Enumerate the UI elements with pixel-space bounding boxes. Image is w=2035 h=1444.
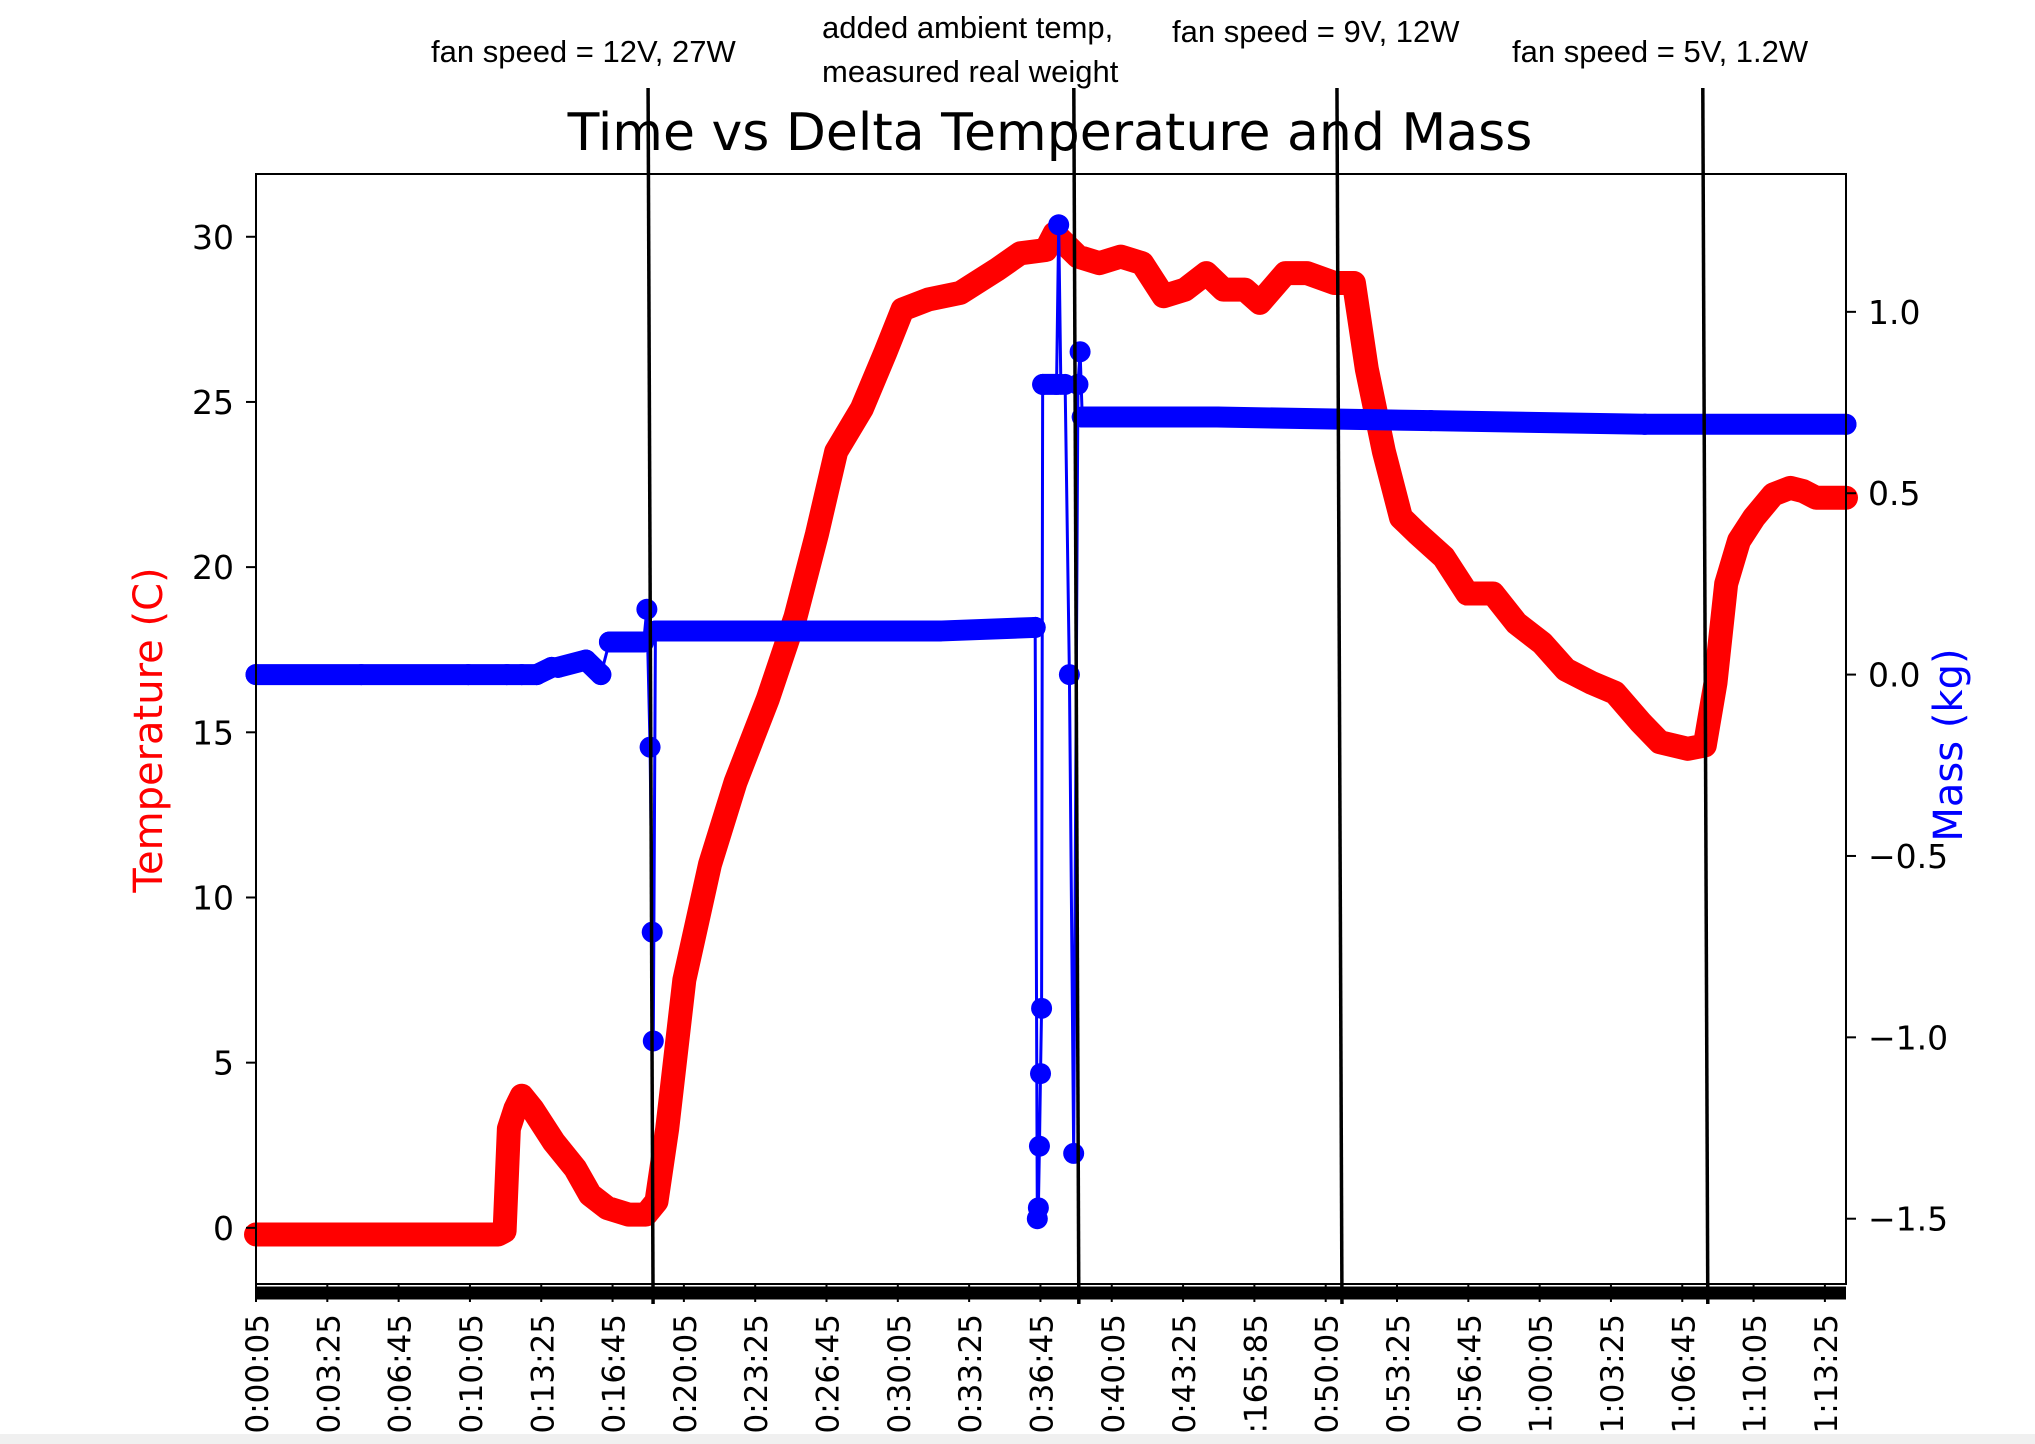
x-tick-label: 0:43:25 bbox=[1167, 1314, 1203, 1434]
x-tick-label: 0:23:25 bbox=[739, 1314, 775, 1434]
left-y-axis: 0 5 10 15 20 25 30 bbox=[192, 218, 256, 1248]
mass-marker-band bbox=[1420, 410, 1656, 435]
right-tick-label: 0.5 bbox=[1868, 474, 1920, 513]
x-tick-label: 0:13:25 bbox=[525, 1314, 561, 1434]
x-tick-label: 1:06:45 bbox=[1666, 1314, 1702, 1434]
mass-point bbox=[1027, 1197, 1049, 1219]
mass-point bbox=[547, 656, 569, 678]
mass-point bbox=[598, 631, 620, 653]
annotation-ambient-temp: added ambient temp, bbox=[822, 10, 1114, 45]
x-tick-label: 0:10:05 bbox=[454, 1314, 490, 1434]
event-line bbox=[1335, 87, 1344, 1305]
right-tick-label: 0.0 bbox=[1868, 656, 1920, 695]
x-tick-label: 1:03:25 bbox=[1595, 1314, 1631, 1434]
series-layer bbox=[244, 214, 1858, 1247]
temperature-series bbox=[244, 221, 1858, 1247]
mass-point bbox=[1634, 413, 1656, 435]
axes-frame bbox=[255, 173, 1847, 1285]
mass-point bbox=[1031, 997, 1053, 1019]
right-tick-label: −1.5 bbox=[1868, 1200, 1948, 1239]
x-tick-label: 0:56:45 bbox=[1452, 1314, 1488, 1434]
left-tick-label: 20 bbox=[192, 548, 234, 587]
mass-point bbox=[350, 664, 372, 686]
mass-point bbox=[644, 620, 666, 642]
mass-point bbox=[575, 649, 597, 671]
y-axis-label-right: Mass (kg) bbox=[1926, 648, 1972, 841]
mass-point bbox=[1028, 1135, 1050, 1157]
right-tick-label: −0.5 bbox=[1868, 837, 1948, 876]
mass-point bbox=[1071, 406, 1093, 428]
temperature-line bbox=[244, 221, 1858, 1247]
left-tick-label: 10 bbox=[192, 878, 234, 917]
annotation-fan-9v: fan speed = 9V, 12W bbox=[1172, 14, 1460, 49]
chart-title: Time vs Delta Temperature and Mass bbox=[567, 103, 1533, 163]
x-tick-label: 0:50:05 bbox=[1310, 1314, 1346, 1434]
mass-line bbox=[254, 223, 1848, 1221]
left-tick-label: 15 bbox=[192, 713, 234, 752]
window-bottom-strip bbox=[0, 1434, 2035, 1444]
event-line bbox=[1701, 87, 1710, 1305]
mass-point bbox=[1030, 1063, 1052, 1085]
x-tick-label: :165:85 bbox=[1238, 1314, 1274, 1434]
annotation-real-weight: measured real weight bbox=[822, 54, 1119, 89]
mass-marker-band bbox=[1206, 406, 1442, 432]
x-tick-label: 0:06:45 bbox=[383, 1314, 419, 1434]
mass-series bbox=[245, 214, 1857, 1230]
x-tick-label: 0:03:25 bbox=[311, 1314, 347, 1434]
x-tick-label: 0:20:05 bbox=[668, 1314, 704, 1434]
event-line bbox=[1072, 87, 1081, 1305]
mass-point bbox=[457, 664, 479, 686]
mass-point bbox=[590, 664, 612, 686]
mass-point bbox=[1420, 410, 1442, 432]
right-tick-label: −1.0 bbox=[1868, 1018, 1948, 1057]
x-tick-label: 1:10:05 bbox=[1738, 1314, 1774, 1434]
event-lines bbox=[646, 87, 1710, 1305]
mass-point bbox=[821, 620, 843, 642]
mass-point bbox=[1063, 1142, 1085, 1164]
left-tick-label: 30 bbox=[192, 218, 234, 257]
annotation-fan-5v: fan speed = 5V, 1.2W bbox=[1512, 34, 1809, 69]
mass-point bbox=[928, 620, 950, 642]
right-y-axis: 1.0 0.5 0.0 −0.5 −1.0 −1.5 bbox=[1846, 293, 1948, 1239]
mass-point bbox=[1067, 373, 1089, 395]
event-line bbox=[646, 87, 655, 1305]
x-tick-label: 0:33:25 bbox=[953, 1314, 989, 1434]
x-tick-label: 0:00:05 bbox=[240, 1314, 276, 1434]
x-tick-label: 0:26:45 bbox=[811, 1314, 847, 1434]
left-tick-label: 25 bbox=[192, 383, 234, 422]
x-tick-label: 0:53:25 bbox=[1381, 1314, 1417, 1434]
mass-point bbox=[496, 664, 518, 686]
x-tick-label: 1:13:25 bbox=[1809, 1314, 1845, 1434]
x-tick-label: 0:16:45 bbox=[597, 1314, 633, 1434]
x-axis: 0:00:05 0:03:25 0:06:45 0:10:05 0:13:25 0:16:… bbox=[240, 1284, 1845, 1434]
mass-marker-band bbox=[928, 616, 1046, 642]
y-axis-label-left: Temperature (C) bbox=[126, 567, 172, 893]
mass-point bbox=[1024, 616, 1046, 638]
mass-point bbox=[1048, 214, 1070, 236]
x-tick-label: 0:40:05 bbox=[1096, 1314, 1132, 1434]
mass-point bbox=[636, 598, 658, 620]
mass-point bbox=[511, 664, 533, 686]
left-tick-label: 5 bbox=[213, 1044, 234, 1083]
x-tick-label: 0:36:45 bbox=[1024, 1314, 1060, 1434]
annotation-fan-12v: fan speed = 12V, 27W bbox=[431, 34, 736, 69]
mass-point bbox=[1206, 406, 1228, 428]
left-tick-label: 0 bbox=[213, 1209, 234, 1248]
right-tick-label: 1.0 bbox=[1868, 293, 1920, 332]
x-tick-label: 0:30:05 bbox=[882, 1314, 918, 1434]
mass-point bbox=[714, 620, 736, 642]
x-tick-label: 1:00:05 bbox=[1524, 1314, 1560, 1434]
mass-point bbox=[1069, 341, 1091, 363]
